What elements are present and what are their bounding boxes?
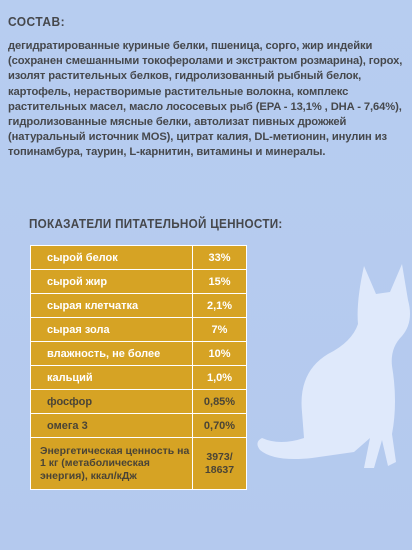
- row-label: сырая клетчатка: [30, 293, 193, 318]
- row-value: 15%: [192, 269, 247, 294]
- table-row: кальций 1,0%: [30, 365, 247, 390]
- table-row: сырая клетчатка 2,1%: [30, 293, 247, 318]
- nutrition-title: ПОКАЗАТЕЛИ ПИТАТЕЛЬНОЙ ЦЕННОСТИ:: [29, 216, 283, 231]
- row-value: 10%: [192, 341, 247, 366]
- row-label: влажность, не более: [30, 341, 193, 366]
- table-row: сырой белок 33%: [30, 245, 247, 270]
- composition-title: СОСТАВ:: [8, 14, 66, 29]
- composition-text: дегидратированные куриные белки, пшеница…: [8, 40, 403, 159]
- nutrition-table: сырой белок 33% сырой жир 15% сырая клет…: [30, 245, 247, 490]
- table-row: сырой жир 15%: [30, 269, 247, 294]
- table-row: сырая зола 7%: [30, 317, 247, 342]
- row-label: омега 3: [30, 413, 193, 438]
- row-value: 3973/ 18637: [192, 437, 247, 490]
- row-label: сырой белок: [30, 245, 193, 270]
- table-row: фосфор 0,85%: [30, 389, 247, 414]
- cat-body: [257, 264, 410, 468]
- row-label: сырой жир: [30, 269, 193, 294]
- row-value: 0,70%: [192, 413, 247, 438]
- row-value: 2,1%: [192, 293, 247, 318]
- row-value: 1,0%: [192, 365, 247, 390]
- row-label: фосфор: [30, 389, 193, 414]
- row-label: Энергетическая ценность на 1 кг (метабол…: [30, 437, 193, 490]
- table-row: омега 3 0,70%: [30, 413, 247, 438]
- table-row: Энергетическая ценность на 1 кг (метабол…: [30, 437, 247, 490]
- row-label: сырая зола: [30, 317, 193, 342]
- cat-silhouette-icon: [257, 264, 410, 468]
- row-value: 7%: [192, 317, 247, 342]
- row-value: 0,85%: [192, 389, 247, 414]
- row-label: кальций: [30, 365, 193, 390]
- row-value: 33%: [192, 245, 247, 270]
- table-row: влажность, не более 10%: [30, 341, 247, 366]
